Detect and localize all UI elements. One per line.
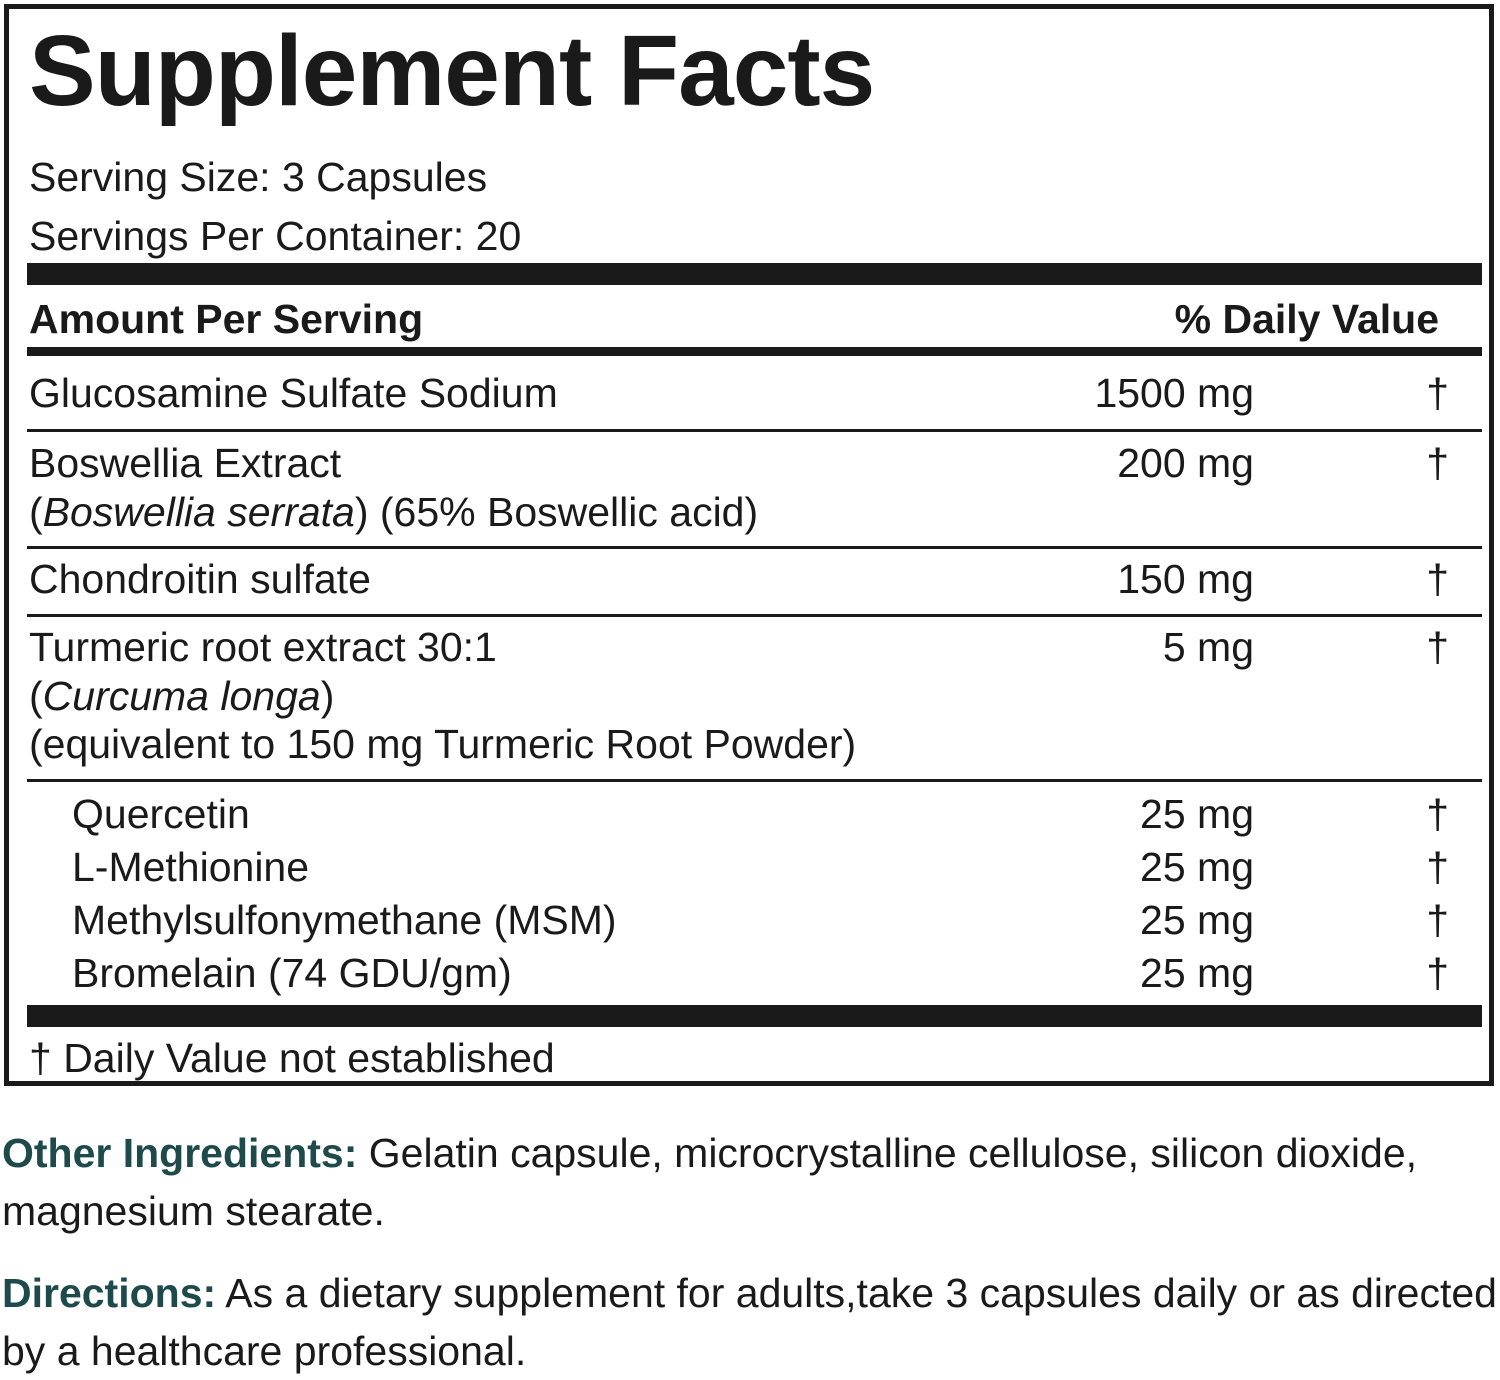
nutrient-note: (equivalent to 150 mg Turmeric Root Powd… bbox=[29, 721, 857, 767]
daily-value-header: % Daily Value bbox=[1174, 296, 1439, 342]
thick-divider-top bbox=[27, 263, 1482, 285]
row-divider bbox=[27, 614, 1482, 617]
dagger-mark: † bbox=[1426, 897, 1449, 943]
nutrient-amount: 5 mg bbox=[1162, 624, 1254, 670]
row-divider bbox=[27, 546, 1482, 549]
other-ingredients: Other Ingredients: Gelatin capsule, micr… bbox=[2, 1124, 1498, 1240]
nutrient-name: Quercetin bbox=[72, 791, 250, 837]
panel-title: Supplement Facts bbox=[29, 15, 875, 127]
dagger-mark: † bbox=[1426, 791, 1449, 837]
nutrient-name: L-Methionine bbox=[72, 844, 310, 890]
row-divider bbox=[27, 429, 1482, 432]
nutrient-amount: 1500 mg bbox=[1094, 370, 1254, 416]
directions-label: Directions: bbox=[2, 1270, 217, 1316]
dagger-mark: † bbox=[1426, 556, 1449, 602]
dagger-mark: † bbox=[1426, 844, 1449, 890]
supplement-facts-panel: Supplement Facts Serving Size: 3 Capsule… bbox=[4, 4, 1494, 1086]
directions: Directions: As a dietary supplement for … bbox=[2, 1264, 1498, 1380]
nutrient-subtitle: (Boswellia serrata) (65% Boswellic acid) bbox=[29, 489, 759, 535]
dagger-mark: † bbox=[1426, 440, 1449, 486]
medium-divider bbox=[27, 347, 1482, 356]
nutrient-name: Turmeric root extract 30:1 bbox=[29, 624, 497, 670]
directions-text: As a dietary supplement for adults,take … bbox=[2, 1270, 1497, 1374]
botanical-name: Boswellia serrata bbox=[42, 489, 355, 535]
servings-per-container: Servings Per Container: 20 bbox=[29, 213, 522, 259]
nutrient-amount: 25 mg bbox=[1140, 844, 1254, 890]
dagger-mark: † bbox=[1426, 624, 1449, 670]
amount-per-serving-header: Amount Per Serving bbox=[29, 296, 424, 342]
nutrient-amount: 150 mg bbox=[1117, 556, 1254, 602]
other-ingredients-label: Other Ingredients: bbox=[2, 1130, 358, 1176]
nutrient-name: Methylsulfonymethane (MSM) bbox=[72, 897, 617, 943]
nutrient-name: Boswellia Extract bbox=[29, 440, 342, 486]
botanical-name: Curcuma longa bbox=[42, 673, 321, 719]
nutrient-subtitle: (Curcuma longa) bbox=[29, 673, 335, 719]
thick-divider-bottom bbox=[27, 1005, 1482, 1027]
nutrient-name: Chondroitin sulfate bbox=[29, 556, 371, 602]
nutrient-amount: 25 mg bbox=[1140, 897, 1254, 943]
dagger-mark: † bbox=[1426, 370, 1449, 416]
daily-value-footnote: † Daily Value not established bbox=[29, 1035, 555, 1081]
other-ingredients-text: Gelatin capsule, microcrystalline cellul… bbox=[2, 1130, 1418, 1234]
nutrient-amount: 200 mg bbox=[1117, 440, 1254, 486]
nutrient-name: Bromelain (74 GDU/gm) bbox=[72, 950, 512, 996]
nutrient-amount: 25 mg bbox=[1140, 791, 1254, 837]
nutrient-name: Glucosamine Sulfate Sodium bbox=[29, 370, 558, 416]
dagger-mark: † bbox=[1426, 950, 1449, 996]
row-divider bbox=[27, 779, 1482, 782]
nutrient-amount: 25 mg bbox=[1140, 950, 1254, 996]
serving-size: Serving Size: 3 Capsules bbox=[29, 154, 488, 200]
